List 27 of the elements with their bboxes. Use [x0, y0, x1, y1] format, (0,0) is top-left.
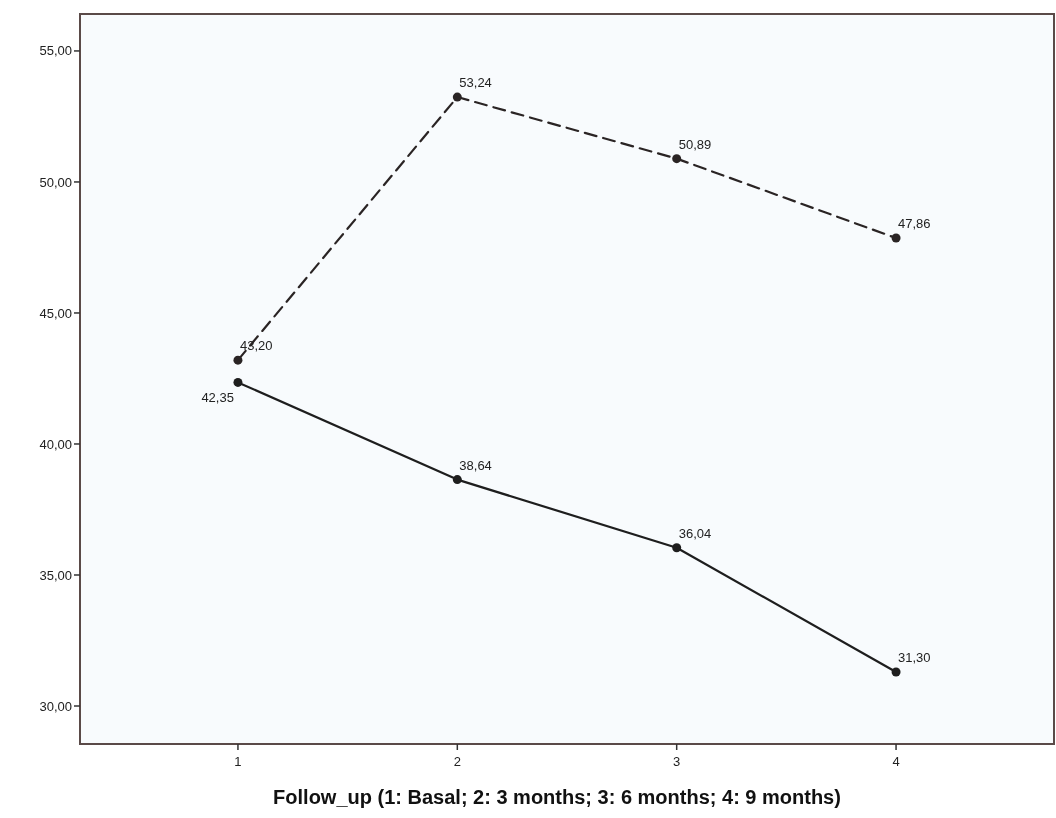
x-tick-label: 1	[234, 754, 242, 769]
x-tick-label: 2	[453, 754, 461, 769]
point	[891, 233, 901, 243]
data-label: 31,30	[898, 649, 931, 665]
y-tick-label: 30,00	[39, 698, 72, 714]
y-tick-label: 45,00	[39, 305, 72, 321]
point	[672, 543, 682, 553]
y-tick-label: 50,00	[39, 174, 72, 190]
data-label: 43,20	[239, 338, 273, 354]
x-tick-label: 3	[673, 754, 681, 769]
y-tick-label: 35,00	[39, 567, 72, 583]
point	[672, 154, 682, 164]
data-label: 50,89	[678, 136, 712, 152]
point	[233, 355, 243, 365]
data-label: 42,35	[201, 390, 234, 406]
y-tick-label: 55,00	[39, 43, 72, 59]
point	[891, 667, 901, 677]
data-label: 53,24	[459, 75, 492, 91]
point	[452, 475, 462, 485]
data-label: 38,64	[459, 457, 492, 473]
point	[233, 377, 243, 387]
point	[452, 92, 462, 102]
data-label: 47,86	[898, 216, 931, 232]
data-label: 36,04	[678, 525, 712, 541]
x-tick-label: 4	[892, 754, 900, 769]
y-tick-label: 40,00	[39, 436, 72, 452]
x-axis-title: Follow_up (1: Basal; 2: 3 months; 3: 6 months; 4: 9 months)	[273, 786, 841, 808]
